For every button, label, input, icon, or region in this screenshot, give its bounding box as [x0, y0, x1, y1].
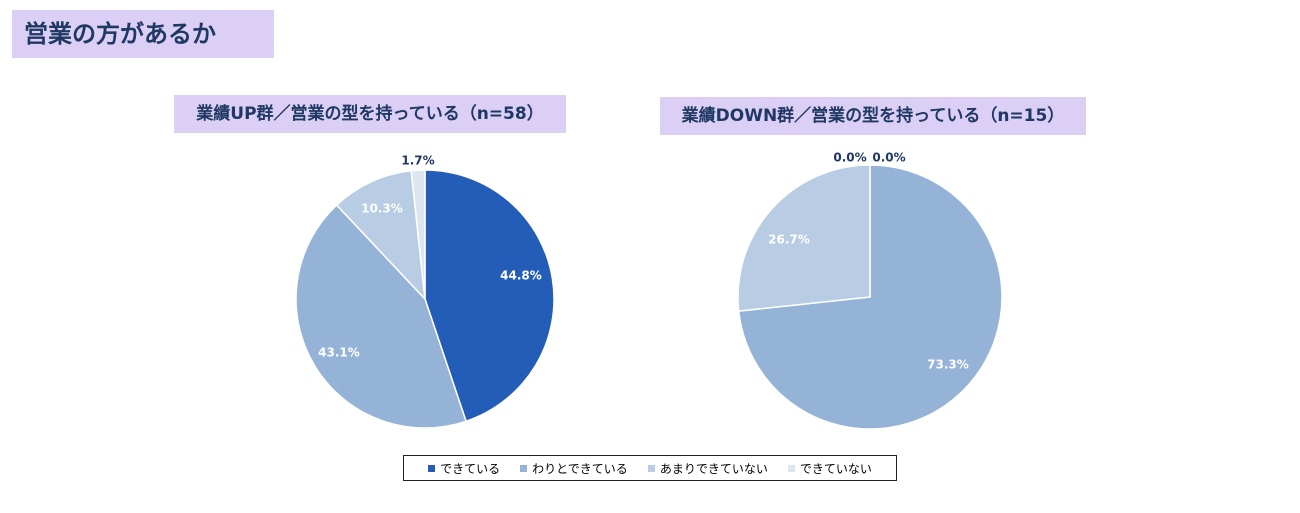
pie-chart-1: 44.8% 43.1% 10.3% 1.7% [295, 154, 555, 429]
chart-title-down-group: 業績DOWN群／営業の型を持っている（n=15） [660, 97, 1086, 135]
legend-item-dekiteiru: できている [428, 460, 500, 477]
pie-data-label-2-1: 0.0% [833, 151, 866, 165]
pie-data-label-1-1: 44.8% [500, 269, 542, 283]
pie-data-label-2-3: 26.7% [768, 233, 810, 247]
legend-swatch-waritodekiteiru [520, 464, 528, 472]
pie-slice-1-2 [295, 203, 468, 429]
pie-chart-2: 0.0% 73.3% 26.7% 0.0% [737, 151, 1003, 430]
page-title: 営業の方があるか [12, 10, 274, 58]
legend-swatch-dekiteiru [428, 464, 436, 472]
legend-item-amaridekiteinai: あまりできていない [647, 460, 768, 477]
pie-slice-2-3 [737, 164, 871, 312]
legend-label: あまりできていない [659, 461, 768, 476]
legend-swatch-amaridekiteinai [647, 464, 655, 472]
legend-label: できている [440, 461, 501, 476]
chart-legend: できている わりとできている あまりできていない できていない [403, 455, 897, 481]
pie-slice-1-4 [410, 169, 426, 300]
pie-data-label-1-4: 1.7% [401, 154, 434, 168]
pie-data-label-1-3: 10.3% [361, 202, 403, 216]
pie-data-label-1-2: 43.1% [318, 346, 360, 360]
legend-item-waritodekiteiru: わりとできている [520, 460, 628, 477]
chart-title-up-group: 業績UP群／営業の型を持っている（n=58） [174, 95, 566, 133]
pie-slice-1-1 [424, 169, 555, 423]
legend-item-dekiteinai: できていない [787, 460, 872, 477]
legend-label: できていない [799, 461, 872, 476]
pie-data-label-2-2: 73.3% [927, 358, 969, 372]
legend-swatch-dekiteinai [787, 464, 795, 472]
legend-label: わりとできている [532, 461, 628, 476]
pie-data-label-2-4: 0.0% [872, 151, 905, 165]
pie-slice-1-3 [335, 169, 426, 302]
